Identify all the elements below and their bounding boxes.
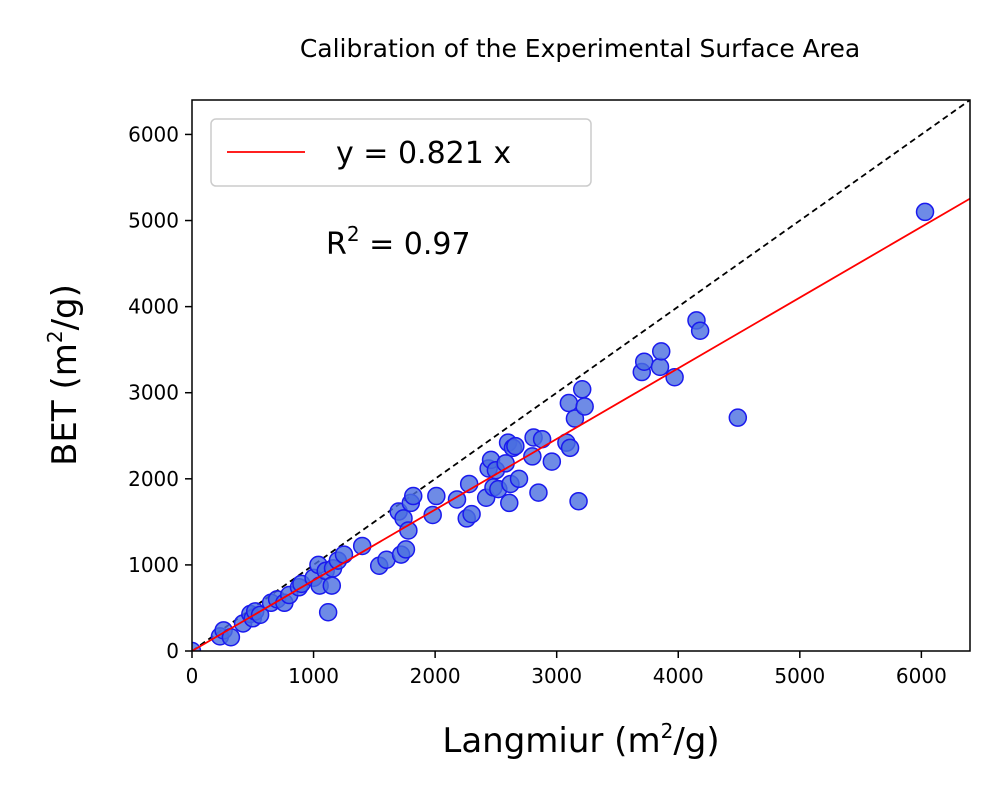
y-axis-title: BET (m2/g)	[43, 284, 85, 466]
y-tick-label: 3000	[128, 381, 179, 405]
x-tick-label: 6000	[896, 664, 947, 688]
data-point	[250, 605, 270, 625]
data-point	[403, 486, 423, 506]
data-point	[532, 429, 552, 449]
plot-clipped-layer	[192, 100, 970, 651]
y-tick-label: 6000	[128, 122, 179, 146]
plot-frame	[191, 99, 971, 652]
data-point	[575, 397, 594, 416]
y-tick-label: 1000	[128, 553, 179, 577]
legend-fit-label: y = 0.821 x	[336, 136, 511, 171]
y-tick-label: 2000	[128, 467, 179, 491]
x-tick-label: 2000	[410, 664, 461, 688]
y-axis-ticks: 0 1000 2000 3000 4000 5000 6000	[128, 122, 192, 663]
x-tick-label: 0	[186, 664, 199, 688]
data-point	[651, 342, 671, 361]
data-point	[569, 491, 588, 511]
data-point	[322, 576, 342, 595]
data-point	[690, 321, 710, 340]
x-axis-title: Langmiur (m2/g)	[442, 719, 719, 761]
data-point	[565, 409, 585, 428]
data-point	[427, 486, 446, 506]
data-point	[318, 603, 338, 622]
data-point	[542, 452, 562, 471]
data-point	[500, 493, 519, 513]
plot-area	[192, 100, 970, 651]
legend-box	[210, 118, 592, 187]
data-point	[396, 540, 416, 559]
y-tick-label: 5000	[128, 209, 179, 233]
chart-title: Calibration of the Experimental Surface …	[300, 34, 860, 63]
data-point	[634, 352, 654, 371]
x-axis-ticks: 0 1000 2000 3000 4000 5000 6000	[186, 651, 947, 688]
data-point	[506, 436, 525, 456]
data-point	[462, 504, 481, 524]
identity-line	[192, 100, 970, 651]
x-tick-label: 1000	[288, 664, 339, 688]
y-tick-label: 0	[166, 639, 179, 663]
y-tick-label: 4000	[128, 295, 179, 319]
data-point	[529, 483, 548, 502]
x-tick-label: 4000	[653, 664, 704, 688]
x-tick-label: 5000	[774, 664, 825, 688]
r-squared-annotation: R2 = 0.97	[326, 222, 471, 262]
data-point	[559, 393, 579, 413]
data-point	[334, 545, 354, 564]
data-point	[572, 380, 592, 399]
data-point	[560, 438, 580, 458]
legend: y = 0.821 x	[210, 118, 592, 187]
data-point	[509, 469, 529, 489]
fit-line	[192, 197, 970, 651]
x-tick-label: 3000	[531, 664, 582, 688]
data-point	[650, 357, 670, 377]
data-point	[728, 408, 748, 427]
data-point	[523, 447, 542, 466]
data-point	[915, 202, 935, 222]
